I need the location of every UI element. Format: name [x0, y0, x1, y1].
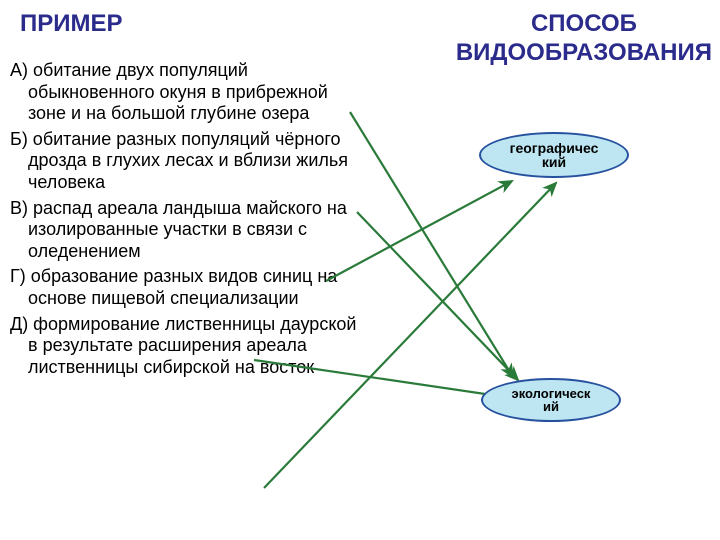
- oval-geo-line2: кий: [542, 154, 566, 170]
- example-item: Г) образование разных видов синиц на осн…: [10, 266, 360, 309]
- header-right: СПОСОБ ВИДООБРАЗОВАНИЯ: [456, 10, 712, 68]
- oval-ecological: экологическ ий: [481, 378, 621, 422]
- header-right-line1: СПОСОБ: [456, 10, 712, 39]
- example-item: Б) обитание разных популяций чёрного дро…: [10, 129, 360, 194]
- example-list: А) обитание двух популяций обыкновенного…: [10, 60, 360, 382]
- oval-geographic: географичес кий: [479, 132, 629, 178]
- header-left: ПРИМЕР: [20, 10, 123, 38]
- header-right-line2: ВИДООБРАЗОВАНИЯ: [456, 39, 712, 68]
- example-item: А) обитание двух популяций обыкновенного…: [10, 60, 360, 125]
- arrow-edge: [357, 212, 518, 380]
- example-item: В) распад ареала ландыша майского на изо…: [10, 198, 360, 263]
- oval-eco-line2: ий: [543, 399, 559, 414]
- example-item: Д) формирование лиственницы даурской в р…: [10, 314, 360, 379]
